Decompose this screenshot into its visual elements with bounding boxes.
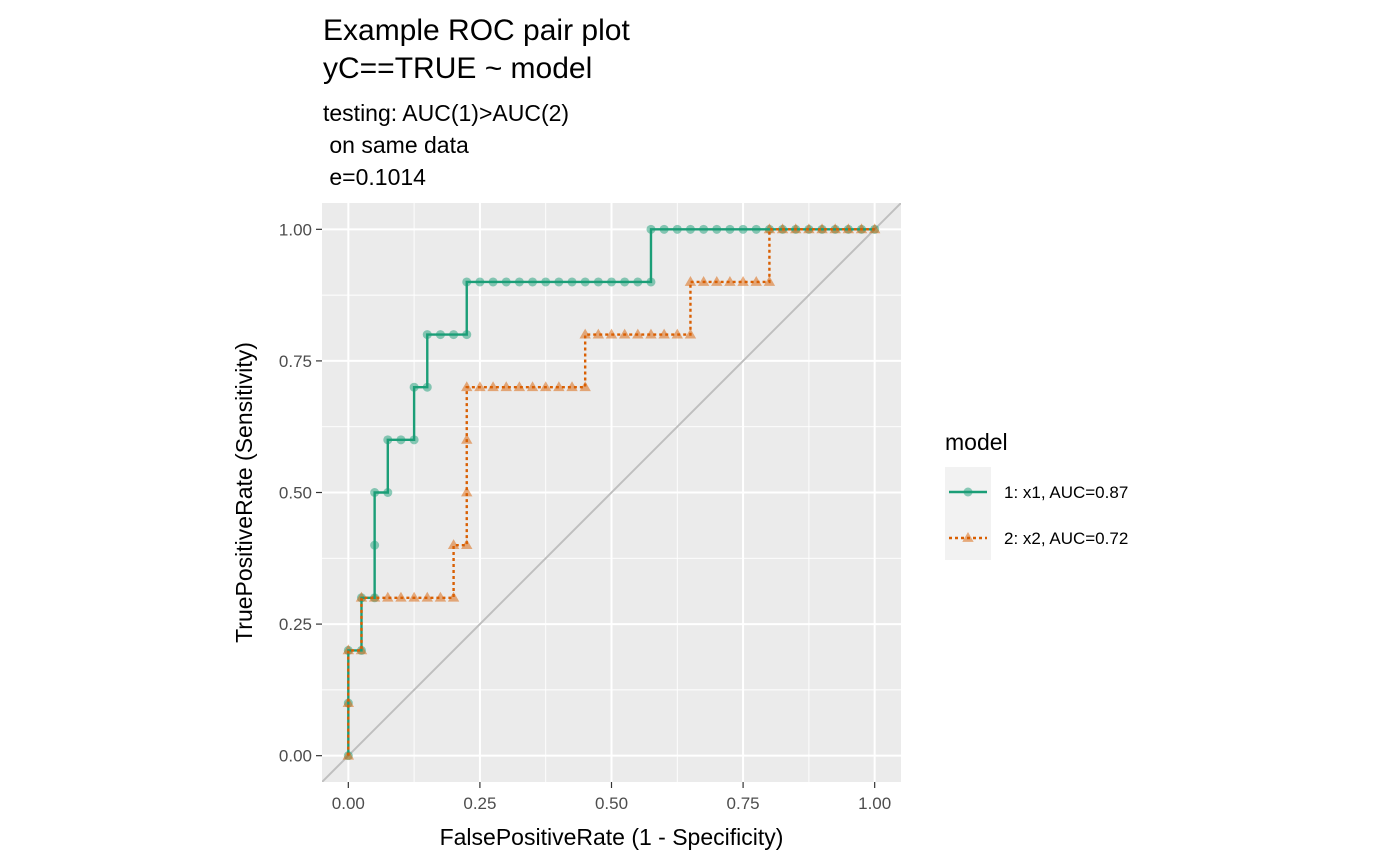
y-axis-ticks: 0.00 0.25 0.50 0.75 1.00 (279, 220, 322, 766)
x-tick-label: 1.00 (858, 794, 891, 813)
series-2-point (487, 381, 499, 392)
legend-label-1: 1: x1, AUC=0.87 (1004, 483, 1128, 502)
legend-title: model (945, 429, 1008, 455)
x-tick-label: 0.75 (727, 794, 760, 813)
y-tick-label: 0.25 (279, 615, 312, 634)
series-2-point (737, 275, 749, 286)
series-2-point (658, 328, 670, 339)
series-layer (322, 203, 901, 782)
y-tick-label: 0.75 (279, 352, 312, 371)
series-2-point (592, 328, 605, 339)
legend: model 1: x1, AUC=0.87 2: x2, AUC=0.72 (945, 429, 1128, 560)
x-axis-ticks: 0.00 0.25 0.50 0.75 1.00 (332, 782, 891, 813)
series-2-point (461, 433, 473, 444)
legend-key-background (945, 467, 991, 560)
chart-subtitle-line-2: on same data (323, 132, 469, 158)
series-2-line (347, 228, 875, 756)
diagonal-reference-line (322, 203, 901, 782)
series-2-point (579, 328, 591, 339)
x-tick-label: 0.25 (463, 794, 496, 813)
series-2-point (500, 381, 512, 392)
chart-subtitle-line-1: testing: AUC(1)>AUC(2) (323, 100, 569, 126)
x-tick-label: 0.50 (595, 794, 628, 813)
x-tick-label: 0.00 (332, 794, 365, 813)
chart-subtitle: testing: AUC(1)>AUC(2) on same data e=0.… (323, 100, 569, 190)
series-2-point (461, 486, 473, 497)
series-2-point (382, 591, 394, 602)
series-2-point (434, 591, 447, 602)
series-2-point (566, 381, 578, 392)
y-tick-label: 1.00 (279, 220, 312, 239)
legend-key-marker-1 (963, 487, 973, 497)
chart-subtitle-line-3: e=0.1014 (323, 164, 426, 190)
series-2-point (513, 381, 526, 392)
series-2-point (724, 275, 736, 286)
legend-entries: 1: x1, AUC=0.87 2: x2, AUC=0.72 (945, 467, 1128, 560)
series-2-point (684, 275, 697, 286)
chart-title-line-1: Example ROC pair plot (323, 14, 630, 47)
legend-key-marker-2 (962, 532, 974, 542)
chart-title-line-2: yC==TRUE ~ model (323, 52, 592, 85)
series-2-point (868, 223, 881, 234)
chart-title: Example ROC pair plot yC==TRUE ~ model (323, 14, 630, 85)
y-tick-label: 0.50 (279, 484, 312, 503)
legend-label-2: 2: x2, AUC=0.72 (1004, 529, 1128, 548)
series-2-point (645, 328, 657, 339)
series-2-point (750, 275, 762, 286)
y-axis-title: TruePositiveRate (Sensitivity) (231, 342, 257, 643)
series-1-line (347, 228, 875, 756)
series-2-point (447, 539, 460, 550)
y-tick-label: 0.00 (279, 747, 312, 766)
x-axis-title: FalsePositiveRate (1 - Specificity) (440, 824, 784, 850)
